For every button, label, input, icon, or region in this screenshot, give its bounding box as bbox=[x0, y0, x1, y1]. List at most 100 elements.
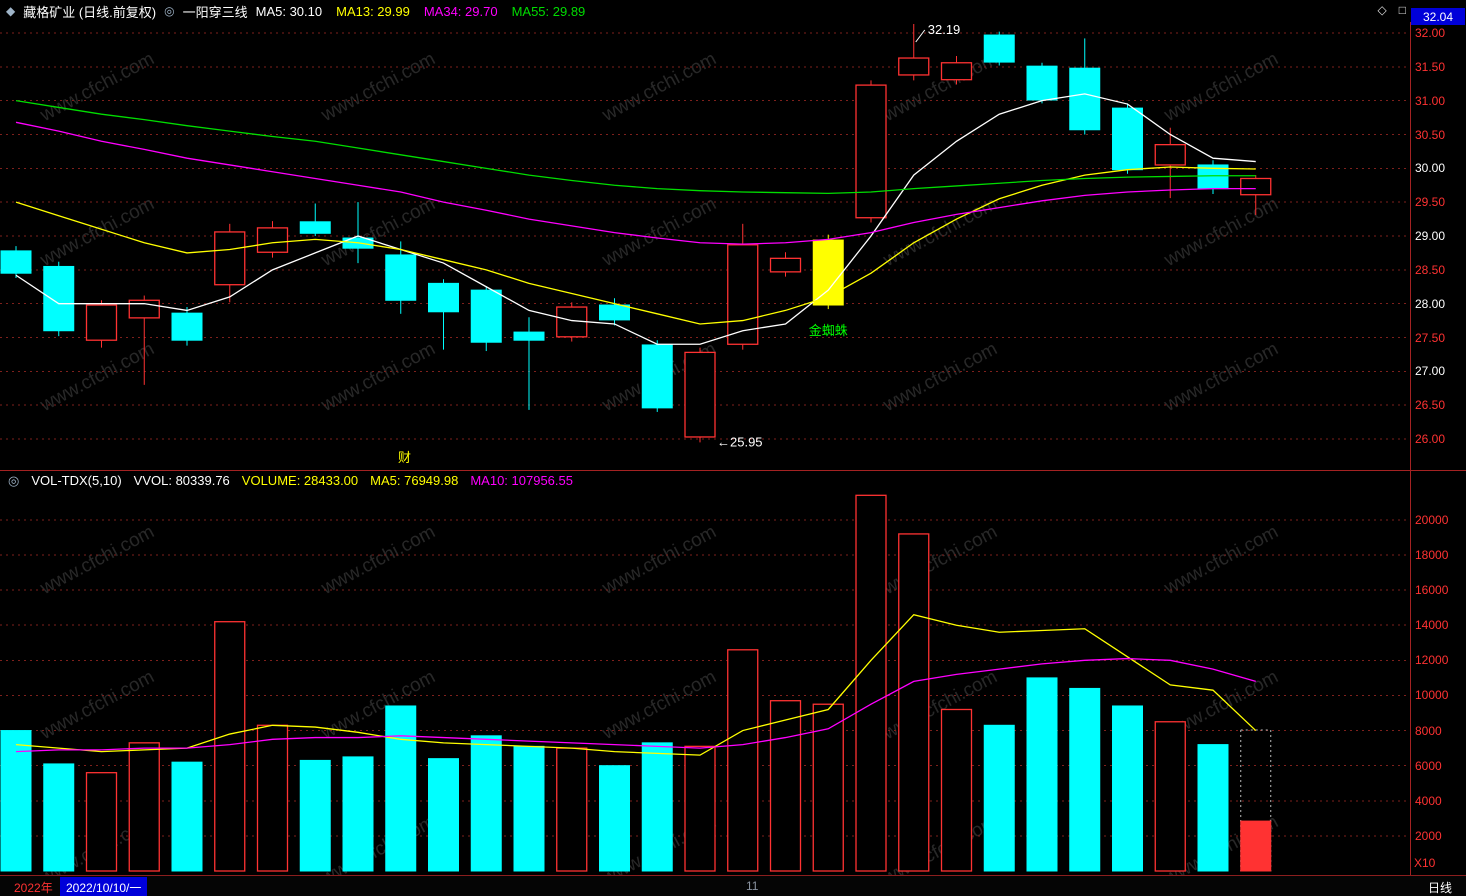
candle bbox=[0, 250, 32, 274]
window-icon[interactable]: □ bbox=[1398, 3, 1406, 17]
price-ma-line-ma13 bbox=[15, 166, 1256, 325]
volume-bar bbox=[1154, 721, 1186, 872]
chart-header: ◆ 藏格矿业 (日线.前复权) ◎ 一阳穿三线 MA5: 30.10 MA13: … bbox=[0, 0, 1466, 22]
volume-axis-label: 18000 bbox=[1415, 548, 1449, 562]
watermark: www.cfchi.com bbox=[1160, 48, 1282, 126]
ma-value-label: MA34: 29.70 bbox=[423, 3, 498, 19]
kline-icon: ◆ bbox=[6, 4, 16, 18]
axis-border bbox=[1410, 22, 1411, 875]
period-selector[interactable]: 日线 bbox=[1427, 881, 1452, 895]
price-axis-label: 26.50 bbox=[1415, 398, 1446, 413]
candle bbox=[599, 304, 630, 321]
volume-axis-label: 6000 bbox=[1415, 758, 1442, 773]
ma-value-label: MA5: 30.10 bbox=[255, 3, 323, 19]
ma-value-label: MA13: 29.99 bbox=[336, 3, 410, 19]
candle bbox=[898, 57, 930, 76]
annotation-price-high: 32.19 bbox=[928, 22, 961, 37]
volume-bar bbox=[128, 742, 160, 872]
price-axis-label: 27.50 bbox=[1415, 330, 1446, 345]
volume-indicator-header[interactable]: ◎ VOL-TDX(5,10) VVOL: 80339.76 VOLUME: 2843… bbox=[8, 473, 573, 489]
watermark: www.cfchi.com bbox=[36, 521, 158, 599]
candle bbox=[983, 34, 1015, 63]
volume-bar bbox=[855, 494, 887, 872]
candle bbox=[256, 227, 289, 253]
volume-header-item: MA10: 107956.55 bbox=[470, 473, 573, 488]
candle bbox=[769, 257, 802, 273]
window-controls: ◇ □ bbox=[1378, 3, 1406, 17]
watermark: www.cfchi.com bbox=[317, 193, 439, 271]
volume-axis-label: 12000 bbox=[1415, 653, 1449, 668]
watermark: www.cfchi.com bbox=[317, 521, 439, 599]
candle bbox=[299, 221, 331, 234]
candle bbox=[1069, 67, 1101, 131]
volume-bar bbox=[256, 724, 289, 872]
candle bbox=[470, 289, 502, 343]
price-axis-label: 31.50 bbox=[1415, 59, 1446, 74]
volume-axis-label: 2000 bbox=[1415, 828, 1442, 843]
price-chart-canvas[interactable]: www.cfchi.com www.cfchi.com www.cfchi.com w… bbox=[0, 22, 1410, 470]
candle bbox=[812, 239, 844, 306]
window-icon[interactable]: ◇ bbox=[1377, 3, 1387, 17]
volume-header-item: MA5: 76949.98 bbox=[370, 473, 459, 488]
volume-header-item: ◎ bbox=[8, 473, 20, 488]
ma-value-label: MA55: 29.89 bbox=[511, 3, 586, 19]
annotation-price-low: ←25.95 bbox=[717, 434, 763, 449]
price-axis-label: 31.00 bbox=[1415, 93, 1446, 108]
watermark: www.cfchi.com bbox=[598, 48, 720, 126]
annotation-news: 财 bbox=[398, 450, 411, 465]
candle bbox=[727, 244, 759, 345]
indicator-name[interactable]: 一阳穿三线 bbox=[182, 4, 248, 20]
volume-bar bbox=[385, 705, 417, 872]
last-price-box: 32.04 bbox=[1411, 8, 1465, 25]
price-axis-label: 30.50 bbox=[1415, 127, 1446, 142]
volume-axis-label: 10000 bbox=[1415, 688, 1449, 703]
volume-chart-canvas[interactable]: www.cfchi.com www.cfchi.com www.cfchi.com w… bbox=[0, 470, 1410, 875]
volume-header-item: VVOL: 80339.76 bbox=[133, 473, 230, 488]
price-ma-line-ma55 bbox=[15, 100, 1256, 195]
price-axis-label: 29.00 bbox=[1415, 229, 1446, 243]
volume-bar bbox=[898, 533, 930, 872]
watermark: www.cfchi.com bbox=[879, 811, 1001, 875]
watermark: www.cfchi.com bbox=[879, 521, 1001, 599]
watermark: www.cfchi.com bbox=[1160, 193, 1282, 271]
candle bbox=[641, 344, 673, 409]
price-axis-label: 27.00 bbox=[1415, 364, 1446, 379]
candle bbox=[43, 265, 75, 332]
price-axis-label: 26.00 bbox=[1415, 432, 1446, 446]
watermark: www.cfchi.com bbox=[879, 338, 1001, 416]
candle bbox=[684, 351, 716, 438]
volume-axis: 20000 18000 16000 14000 12000 10000 8000 6000 40… bbox=[1410, 470, 1466, 875]
price-axis-label: 28.00 bbox=[1415, 296, 1446, 311]
candle bbox=[1154, 144, 1186, 166]
candle bbox=[855, 84, 887, 219]
volume-bar bbox=[812, 703, 844, 872]
ma-labels-group: MA5: 30.10 MA13: 29.99 MA34: 29.70 MA55: 29… bbox=[256, 4, 586, 19]
candle bbox=[940, 62, 973, 81]
volume-bar bbox=[769, 700, 802, 872]
volume-bar bbox=[299, 759, 331, 872]
watermark: www.cfchi.com bbox=[36, 193, 158, 271]
watermark: www.cfchi.com bbox=[879, 193, 1001, 271]
candle bbox=[1240, 177, 1272, 196]
price-axis-label: 28.50 bbox=[1415, 262, 1446, 277]
panel-divider[interactable] bbox=[0, 470, 1466, 471]
watermark: www.cfchi.com bbox=[1160, 338, 1282, 416]
candle bbox=[1026, 65, 1058, 101]
status-year: 2022年 bbox=[14, 881, 53, 895]
watermark: www.cfchi.com bbox=[317, 811, 439, 875]
volume-bar bbox=[1197, 744, 1229, 872]
volume-bar bbox=[1240, 820, 1272, 872]
volume-axis-label: 16000 bbox=[1415, 583, 1449, 598]
price-axis: 32.00 31.50 31.00 30.50 30.00 29.50 29.00 28.50… bbox=[1410, 22, 1466, 470]
volume-bar bbox=[983, 724, 1015, 872]
watermark: www.cfchi.com bbox=[879, 48, 1001, 126]
watermark: www.cfchi.com bbox=[598, 666, 720, 744]
status-date-highlight[interactable]: 2022/10/10/一 bbox=[60, 877, 148, 896]
volume-bar bbox=[1112, 705, 1143, 872]
volume-bar bbox=[428, 758, 459, 872]
volume-bar bbox=[43, 763, 75, 872]
volume-bar bbox=[599, 765, 630, 872]
price-axis-label: 32.00 bbox=[1415, 26, 1446, 40]
price-ma-line-ma5 bbox=[15, 93, 1256, 345]
candle bbox=[1112, 107, 1143, 171]
